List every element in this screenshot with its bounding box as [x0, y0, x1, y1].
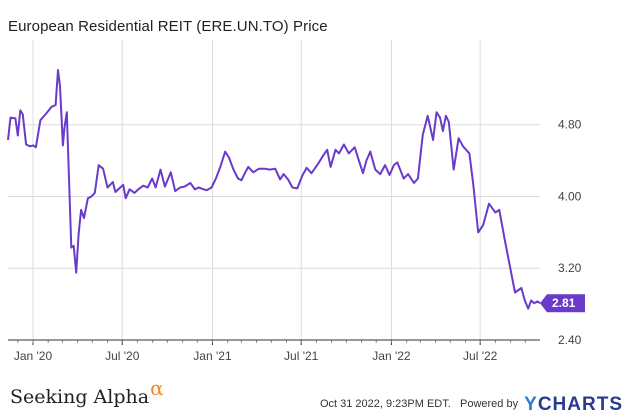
- label-layer: 4.80 4.00 3.20 2.40 Jan '20 Jul '20 Jan '21 Jul…: [14, 118, 585, 363]
- chart-footer: Oct 31 2022, 9:23PM EDT. Powered by YCHA…: [320, 394, 623, 416]
- y-tick-label: 4.80: [558, 118, 582, 132]
- y-tick-label: 2.40: [558, 333, 582, 347]
- x-tick-label: Jul '22: [463, 349, 498, 363]
- price-line: [7, 69, 541, 310]
- y-tick-label: 4.00: [558, 189, 582, 203]
- ycharts-y: Y: [524, 394, 538, 415]
- x-tick-label: Jan '21: [193, 349, 232, 363]
- last-value-badge: [540, 294, 585, 313]
- axis-layer: [8, 339, 540, 345]
- chart-title: European Residential REIT (ERE.UN.TO) Pr…: [8, 18, 328, 35]
- ycharts-logo: YCHARTS: [524, 394, 623, 415]
- x-tick-label: Jul '21: [284, 349, 319, 363]
- ycharts-word: CHARTS: [537, 394, 623, 415]
- grid-layer: [8, 40, 540, 341]
- seeking-alpha-logo: Seeking Alphaα: [10, 376, 164, 408]
- seeking-alpha-wordmark: Seeking Alpha: [10, 386, 150, 408]
- alpha-logo-icon: α: [150, 376, 164, 400]
- line-layer: [7, 69, 541, 310]
- x-tick-label: Jul '20: [105, 349, 140, 363]
- y-tick-label: 3.20: [558, 261, 582, 275]
- x-tick-label: Jan '22: [372, 349, 411, 363]
- powered-by-text: Powered by: [459, 398, 519, 410]
- last-value-label: 2.81: [552, 296, 576, 310]
- chart-timestamp: Oct 31 2022, 9:23PM EDT.: [319, 398, 451, 410]
- x-tick-label: Jan '20: [14, 349, 53, 363]
